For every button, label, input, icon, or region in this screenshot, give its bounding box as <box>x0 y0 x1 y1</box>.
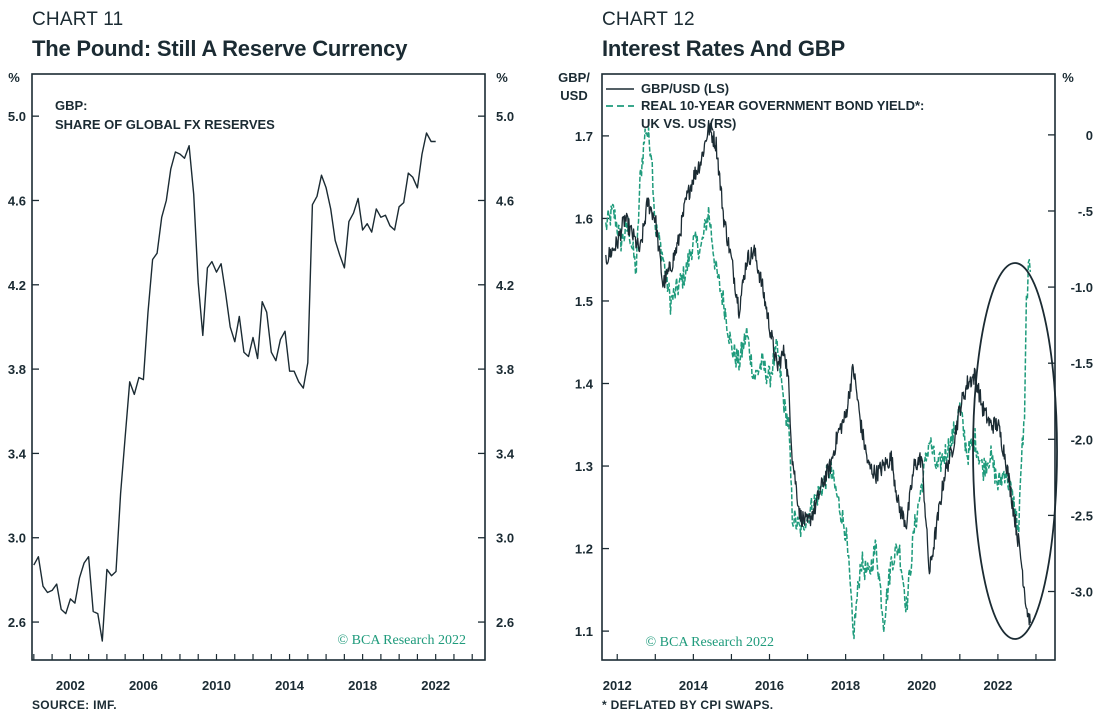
chart12-series-gbpusd <box>605 120 1031 626</box>
chart11-xtick-label: 2022 <box>421 678 450 693</box>
chart12-ytick-label-left: 1.4 <box>575 377 594 392</box>
chart11-xtick-label: 2002 <box>56 678 85 693</box>
chart11-xtick-label: 2018 <box>348 678 377 693</box>
chart12-number: CHART 12 <box>602 9 695 30</box>
chart11-ytick-label-left: 4.2 <box>8 278 26 293</box>
chart11-title: The Pound: Still A Reserve Currency <box>32 36 408 61</box>
chart12-title: Interest Rates And GBP <box>602 36 845 61</box>
chart12-ytick-label-left: 1.5 <box>575 294 593 309</box>
chart12-ytick-label-right: -1.5 <box>1071 356 1093 371</box>
chart12-ytick-label-right: -2.0 <box>1071 432 1093 447</box>
chart12-xtick-label: 2014 <box>679 678 709 693</box>
chart11-ytick-label-right: 3.4 <box>496 446 515 461</box>
chart12-highlight-ellipse <box>972 262 1058 640</box>
chart11-source: SOURCE: IMF. <box>32 698 117 712</box>
chart11-ytick-label-right: 4.2 <box>496 278 514 293</box>
chart11-watermark: © BCA Research 2022 <box>338 633 466 648</box>
chart11-yunit-left: % <box>8 70 20 85</box>
chart12-ytick-label-left: 1.6 <box>575 211 593 226</box>
chart12-ytick-label-left: 1.2 <box>575 542 593 557</box>
chart12-ytick-label-left: 1.1 <box>575 624 593 639</box>
chart11-number: CHART 11 <box>32 9 124 30</box>
chart11-ytick-label-right: 2.6 <box>496 615 514 630</box>
chart11-legend-label: SHARE OF GLOBAL FX RESERVES <box>55 117 275 132</box>
chart11-xtick-label: 2014 <box>275 678 305 693</box>
chart12-legend-label-1: GBP/USD (LS) <box>641 81 729 96</box>
chart12-frame <box>601 73 1056 661</box>
chart11-ytick-label-right: 5.0 <box>496 109 514 124</box>
chart11-xtick-label: 2006 <box>129 678 158 693</box>
chart11-series-line <box>33 132 436 642</box>
chart11-ytick-label-left: 3.4 <box>8 446 27 461</box>
chart12-yunit-right: % <box>1062 70 1074 85</box>
chart11-ytick-label-left: 3.8 <box>8 362 26 377</box>
chart12-watermark: © BCA Research 2022 <box>646 635 774 650</box>
chart12-legend-label-2: REAL 10-YEAR GOVERNMENT BOND YIELD*: <box>641 98 924 113</box>
chart12-ytick-label-left: 1.3 <box>575 459 593 474</box>
chart11-ytick-label-right: 3.0 <box>496 531 514 546</box>
chart12-xtick-label: 2020 <box>907 678 936 693</box>
chart11-ytick-label-right: 4.6 <box>496 193 514 208</box>
chart11-yunit-right: % <box>496 70 508 85</box>
chart12-xtick-label: 2022 <box>983 678 1012 693</box>
chart11-ytick-label-left: 5.0 <box>8 109 26 124</box>
chart11-legend-title: GBP: <box>55 98 88 113</box>
chart11-ytick-label-left: 3.0 <box>8 531 26 546</box>
chart12-yunit-left-2: USD <box>560 88 587 103</box>
chart12-xtick-label: 2018 <box>831 678 860 693</box>
chart12-xtick-label: 2012 <box>603 678 632 693</box>
chart12-ytick-label-right: -3.0 <box>1071 585 1093 600</box>
chart11-ytick-label-left: 2.6 <box>8 615 26 630</box>
chart12-ytick-label-right: 0 <box>1086 128 1093 143</box>
chart12-legend-label-2b: UK VS. US (RS) <box>641 116 736 131</box>
chart12-yunit-left-1: GBP/ <box>558 70 590 85</box>
chart12-ytick-label-left: 1.7 <box>575 129 593 144</box>
chart11-xtick-label: 2010 <box>202 678 231 693</box>
chart12-ytick-label-right: -.5 <box>1078 204 1093 219</box>
chart11-ytick-label-right: 3.8 <box>496 362 514 377</box>
chart12-footnote: * DEFLATED BY CPI SWAPS. <box>602 698 774 712</box>
chart12-ytick-label-right: -2.5 <box>1071 508 1093 523</box>
chart11-ytick-label-left: 4.6 <box>8 193 26 208</box>
chart11-frame <box>31 73 486 661</box>
chart12-xtick-label: 2016 <box>755 678 784 693</box>
chart12-ytick-label-right: -1.0 <box>1071 280 1093 295</box>
